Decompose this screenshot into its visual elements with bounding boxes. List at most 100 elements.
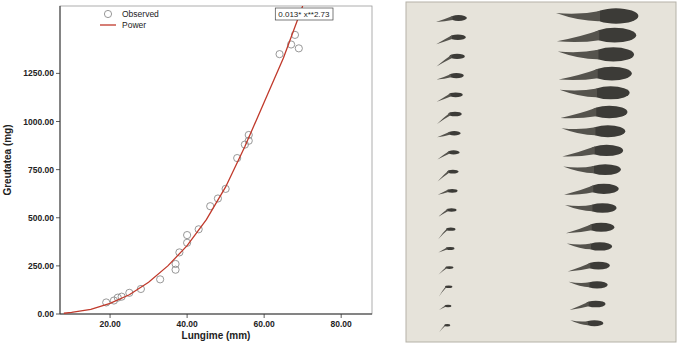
- plot-frame: [60, 6, 372, 314]
- larva-tail: [558, 50, 599, 59]
- larva-body: [448, 150, 460, 154]
- larva-body: [593, 47, 634, 61]
- larva-tail: [437, 74, 452, 80]
- larva-body: [590, 164, 621, 175]
- larva-body: [587, 262, 610, 270]
- larva-tail: [438, 247, 447, 252]
- observed-point: [276, 51, 283, 58]
- larva-tail: [437, 151, 449, 159]
- larva-body: [592, 67, 632, 81]
- larva-tail: [437, 93, 451, 102]
- larva-body: [447, 170, 458, 174]
- larva-tail: [562, 147, 594, 157]
- legend-swatch: [100, 24, 116, 25]
- larva-tail: [437, 112, 450, 124]
- fit-line: [64, 6, 303, 313]
- larva-body: [589, 203, 617, 213]
- x-axis-title: Lungime (mm): [182, 330, 251, 341]
- y-tick-label: 1000.00: [23, 117, 54, 127]
- larva-tail: [560, 88, 597, 97]
- larva-tail: [439, 267, 447, 275]
- y-tick: [56, 265, 60, 266]
- y-axis-title: Greutatea (mg): [2, 124, 13, 195]
- legend-label: Power: [122, 20, 146, 30]
- larva-body: [591, 106, 627, 118]
- larva-body: [449, 73, 464, 78]
- observed-point: [172, 260, 179, 267]
- canvas: 0.00 250.00 500.00 750.00 1000.00 1250.00 20.0…: [0, 0, 680, 344]
- y-tick-label: 500.00: [28, 213, 54, 223]
- larva-body: [593, 28, 636, 43]
- larva-body: [450, 15, 467, 21]
- larva-tail: [438, 190, 449, 195]
- larva-tail: [561, 108, 597, 118]
- x-axis: [60, 314, 372, 315]
- y-tick-label: 750.00: [28, 165, 54, 175]
- larva-tail: [439, 286, 446, 297]
- equation-box: [275, 8, 333, 20]
- larva-tail: [438, 209, 448, 217]
- background: [0, 0, 680, 344]
- larva-body: [449, 92, 463, 97]
- larva-body: [444, 324, 450, 326]
- larva-tail: [437, 132, 450, 137]
- equation-label: 0.013* x**2.73: [278, 10, 330, 19]
- observed-point: [176, 249, 183, 256]
- plot-marks: [64, 6, 303, 313]
- larva-body: [586, 301, 606, 308]
- legend-swatch: [104, 10, 111, 17]
- x-tick: [341, 314, 342, 318]
- x-tick: [187, 314, 188, 318]
- larva-body: [592, 86, 630, 99]
- larva-body: [589, 184, 619, 194]
- larva-tail: [567, 243, 591, 249]
- y-axis: [60, 6, 61, 314]
- x-tick-label: 40.00: [176, 319, 198, 329]
- y-tick: [56, 121, 60, 122]
- larva-tail: [436, 35, 452, 44]
- larva-body: [585, 320, 603, 326]
- larva-tail: [570, 302, 589, 310]
- larva-tail: [436, 55, 451, 67]
- y-tick: [56, 73, 60, 74]
- larva-tail: [563, 166, 594, 173]
- larva-tail: [566, 224, 592, 233]
- photo-larvae: [436, 8, 638, 332]
- x-tick: [110, 314, 111, 318]
- legend-label: Observed: [122, 9, 159, 19]
- larva-tail: [569, 282, 590, 287]
- x-tick-label: 60.00: [254, 319, 276, 329]
- larva-tail: [436, 16, 453, 22]
- larva-tail: [559, 69, 598, 80]
- larva-tail: [439, 305, 446, 310]
- larva-body: [447, 189, 458, 193]
- x-tick-label: 20.00: [99, 319, 121, 329]
- larva-body: [446, 208, 456, 211]
- larva-tail: [570, 320, 588, 325]
- y-tick: [56, 217, 60, 218]
- larva-body: [445, 305, 452, 307]
- y-tick-label: 1250.00: [23, 68, 54, 78]
- y-tick-label: 0.00: [37, 309, 54, 319]
- larva-body: [446, 228, 455, 231]
- larva-tail: [556, 11, 600, 21]
- y-tick: [56, 314, 60, 315]
- larva-tail: [438, 228, 447, 239]
- photo-panel: [406, 2, 676, 342]
- larva-tail: [561, 127, 595, 135]
- observed-point: [295, 45, 302, 52]
- larva-body: [591, 125, 626, 137]
- larva-body: [448, 112, 461, 117]
- larva-body: [446, 247, 455, 250]
- observed-point: [184, 231, 191, 238]
- larva-body: [588, 223, 614, 232]
- larva-body: [445, 286, 452, 289]
- y-tick-label: 250.00: [28, 261, 54, 271]
- larva-tail: [439, 324, 445, 332]
- larva-body: [449, 54, 464, 59]
- x-tick-label: 80.00: [331, 319, 353, 329]
- larva-tail: [438, 170, 449, 181]
- larva-tail: [557, 30, 599, 42]
- larva-tail: [564, 185, 593, 194]
- observed-point: [157, 276, 164, 283]
